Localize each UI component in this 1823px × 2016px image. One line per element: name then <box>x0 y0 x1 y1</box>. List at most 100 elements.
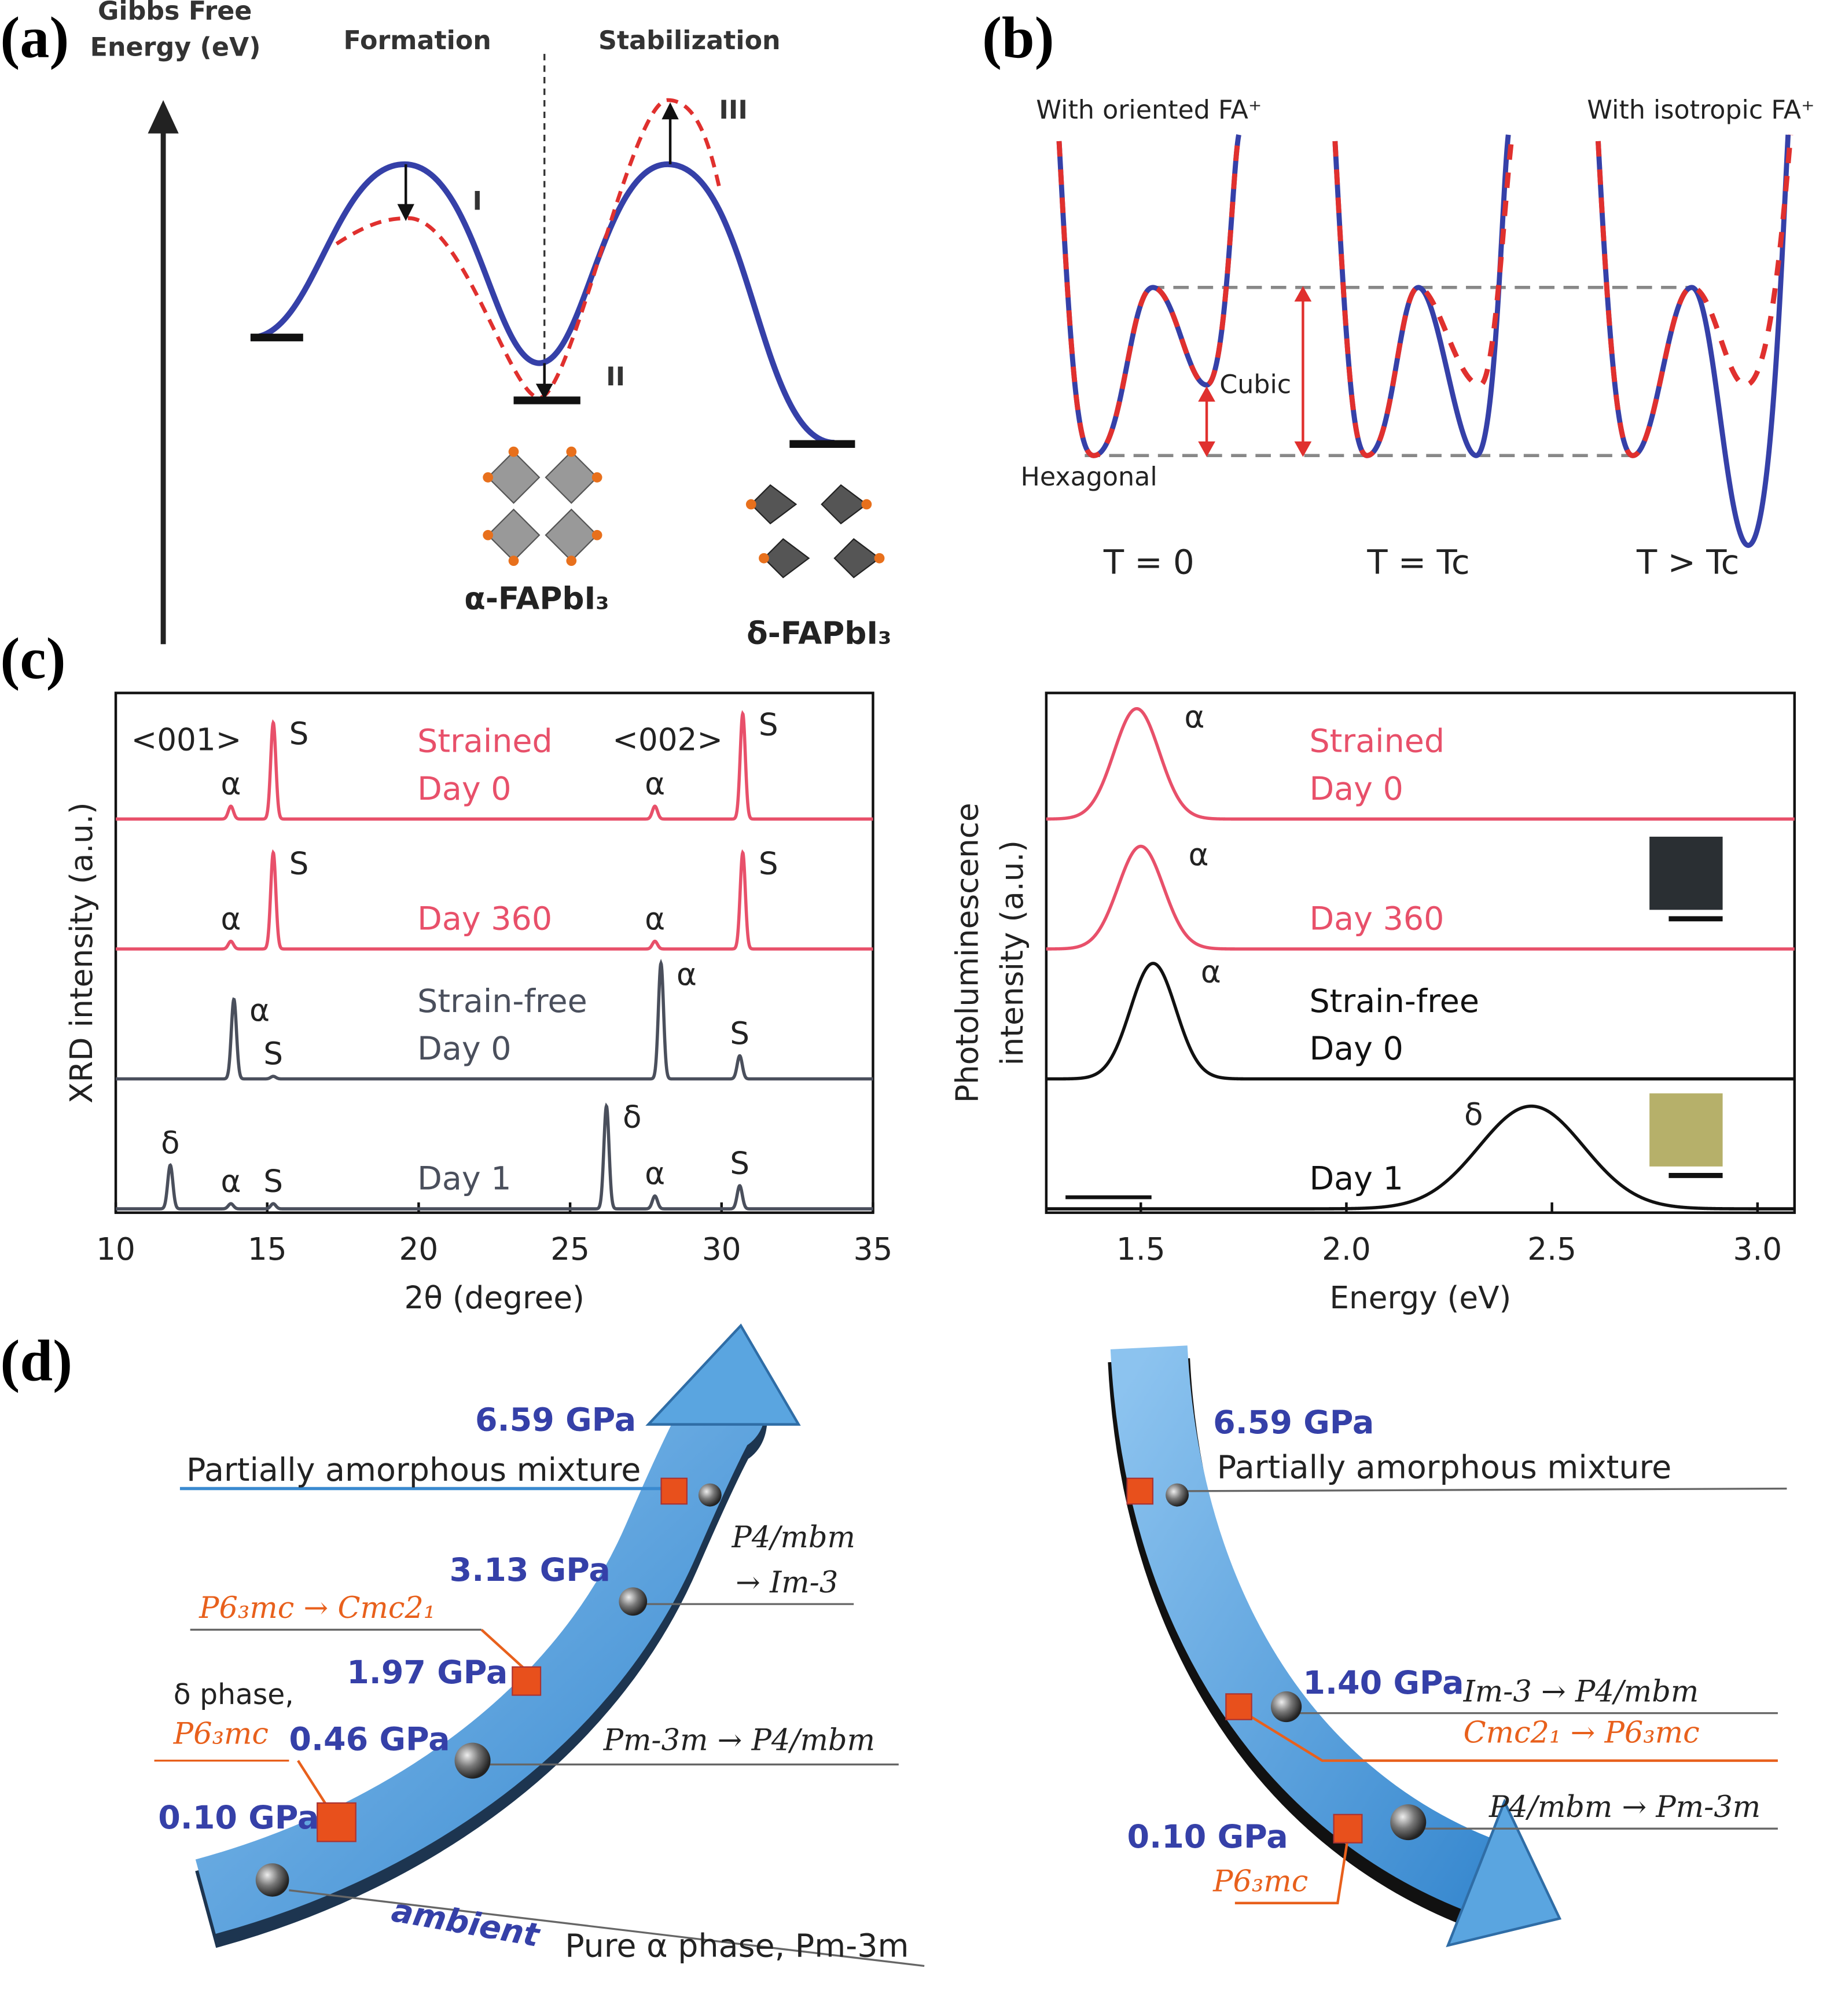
annotation: <001> <box>131 722 242 757</box>
series-label: Strain-free <box>417 983 587 1020</box>
peak-label: α <box>1201 954 1221 989</box>
series-label: Day 360 <box>1309 900 1444 937</box>
y-axis-label: Photoluminescence <box>949 803 985 1103</box>
series-label: Strain-free <box>1309 983 1479 1020</box>
y-axis-label: XRD intensity (a.u.) <box>64 802 100 1103</box>
crystal <box>750 484 881 579</box>
markers <box>255 1477 1427 1897</box>
phase-label: α-FAPbI₃ <box>464 581 609 617</box>
axis-label: Gibbs Free <box>98 0 252 26</box>
trace <box>116 959 873 1081</box>
panel-b: (b) With oriented FA⁺ With isotropic FA⁺… <box>982 5 1815 582</box>
series-label: Day 0 <box>1309 1031 1403 1068</box>
pressure: 1.40 GPa <box>1303 1665 1464 1702</box>
peak-label: α <box>220 766 241 801</box>
peak-label: S <box>730 1145 749 1181</box>
peak-label: α <box>1184 699 1204 735</box>
note: δ phase, <box>174 1678 294 1711</box>
peak-label: S <box>289 845 309 881</box>
note: Im-3 → P4/mbm <box>1463 1675 1699 1709</box>
pressure: 6.59 GPa <box>1213 1404 1374 1441</box>
panel-label: (d) <box>0 1328 72 1393</box>
x-tick-label: 25 <box>550 1231 590 1267</box>
title: With oriented FA⁺ <box>1036 95 1262 125</box>
energy-curve <box>250 161 835 446</box>
note: Cmc2₁ → P6₃mc <box>1464 1716 1700 1750</box>
annotation: <002> <box>612 722 723 757</box>
peak-label: α <box>645 766 665 801</box>
peak-label: S <box>263 1036 283 1072</box>
note: P6₃mc <box>1212 1865 1308 1899</box>
state-label: Hexagonal <box>1021 462 1157 492</box>
note: → Im-3 <box>736 1566 838 1600</box>
peak-label: α <box>220 901 241 937</box>
peak-label: α <box>220 1163 241 1199</box>
peak-label: δ <box>161 1125 180 1161</box>
panel-d: (d) 6.59 GPa 3.13 GPa 1.97 GPa 0.46 GPa … <box>0 1323 1787 1967</box>
plot-frame <box>1045 691 1796 1214</box>
crystal <box>487 451 598 562</box>
trace <box>1046 707 1795 821</box>
x-axis-label: Energy (eV) <box>1329 1280 1511 1316</box>
x-tick-label: 35 <box>854 1231 893 1267</box>
series-label: Day 0 <box>1309 771 1403 808</box>
trace <box>116 710 873 821</box>
film-photo <box>1649 1093 1723 1167</box>
x-tick-label: 1.5 <box>1116 1231 1166 1267</box>
peak-label: α <box>1188 837 1208 873</box>
temperature: T = Tc <box>1366 542 1469 582</box>
pressure: 0.46 GPa <box>289 1721 450 1759</box>
series-label: Day 1 <box>1309 1160 1403 1197</box>
x-tick-label: 3.0 <box>1733 1231 1782 1267</box>
step-label: III <box>719 95 748 125</box>
axis-label: Energy (eV) <box>90 32 261 62</box>
note: Partially amorphous mixture <box>186 1452 641 1489</box>
step-label: I <box>473 186 483 216</box>
x-tick-label: 30 <box>702 1231 741 1267</box>
arrowhead <box>645 1323 801 1426</box>
phase-label: δ-FAPbI₃ <box>747 615 891 651</box>
note: P6₃mc <box>173 1717 269 1752</box>
peak-label: S <box>759 707 778 742</box>
temperature: T > Tc <box>1636 542 1739 582</box>
film-photo <box>1649 836 1723 910</box>
peak-label: S <box>289 716 309 752</box>
x-tick-label: 20 <box>399 1231 439 1267</box>
x-tick-label: 2.5 <box>1527 1231 1576 1267</box>
x-tick-label: 2.0 <box>1322 1231 1371 1267</box>
peak-label: δ <box>1464 1097 1483 1132</box>
panel-c: 10 15 20 25 30 35 2θ (degree) XRD intensity (a.… <box>64 691 1796 1316</box>
peak-label: α <box>249 992 270 1028</box>
state-label: Cubic <box>1219 370 1291 400</box>
peak-label: S <box>263 1163 283 1199</box>
note: ambient <box>389 1892 543 1955</box>
trace <box>1046 1104 1795 1211</box>
x-axis-label: 2θ (degree) <box>405 1280 585 1316</box>
title: With isotropic FA⁺ <box>1587 95 1814 125</box>
step-label: II <box>606 362 625 392</box>
plot-frame <box>114 691 874 1214</box>
panel-label: (a) <box>0 5 69 71</box>
series-label: Strained <box>1309 723 1445 760</box>
note: P6₃mc → Cmc2₁ <box>199 1591 435 1625</box>
stage-label: Stabilization <box>598 26 781 56</box>
peak-label: S <box>730 1016 749 1051</box>
trace <box>1046 844 1795 951</box>
panel-label: (c) <box>0 626 65 691</box>
y-axis-label: intensity (a.u.) <box>994 840 1030 1065</box>
peak-label: α <box>677 957 697 992</box>
x-tick-label: 10 <box>96 1231 135 1267</box>
stage-label: Formation <box>343 26 491 56</box>
note: Partially amorphous mixture <box>1217 1449 1671 1486</box>
arrowhead <box>148 100 179 134</box>
series-label: Day 0 <box>417 771 511 808</box>
series-label: Day 360 <box>417 900 552 937</box>
panel-a: (a) Gibbs Free Energy (eV) Formation Sta… <box>0 0 891 651</box>
pressure: 0.10 GPa <box>1127 1819 1288 1856</box>
note: P4/mbm → Pm-3m <box>1488 1790 1760 1824</box>
trace <box>116 1102 873 1211</box>
peak-label: δ <box>623 1099 642 1135</box>
note: P4/mbm <box>732 1521 855 1555</box>
temperature: T = 0 <box>1103 542 1194 582</box>
